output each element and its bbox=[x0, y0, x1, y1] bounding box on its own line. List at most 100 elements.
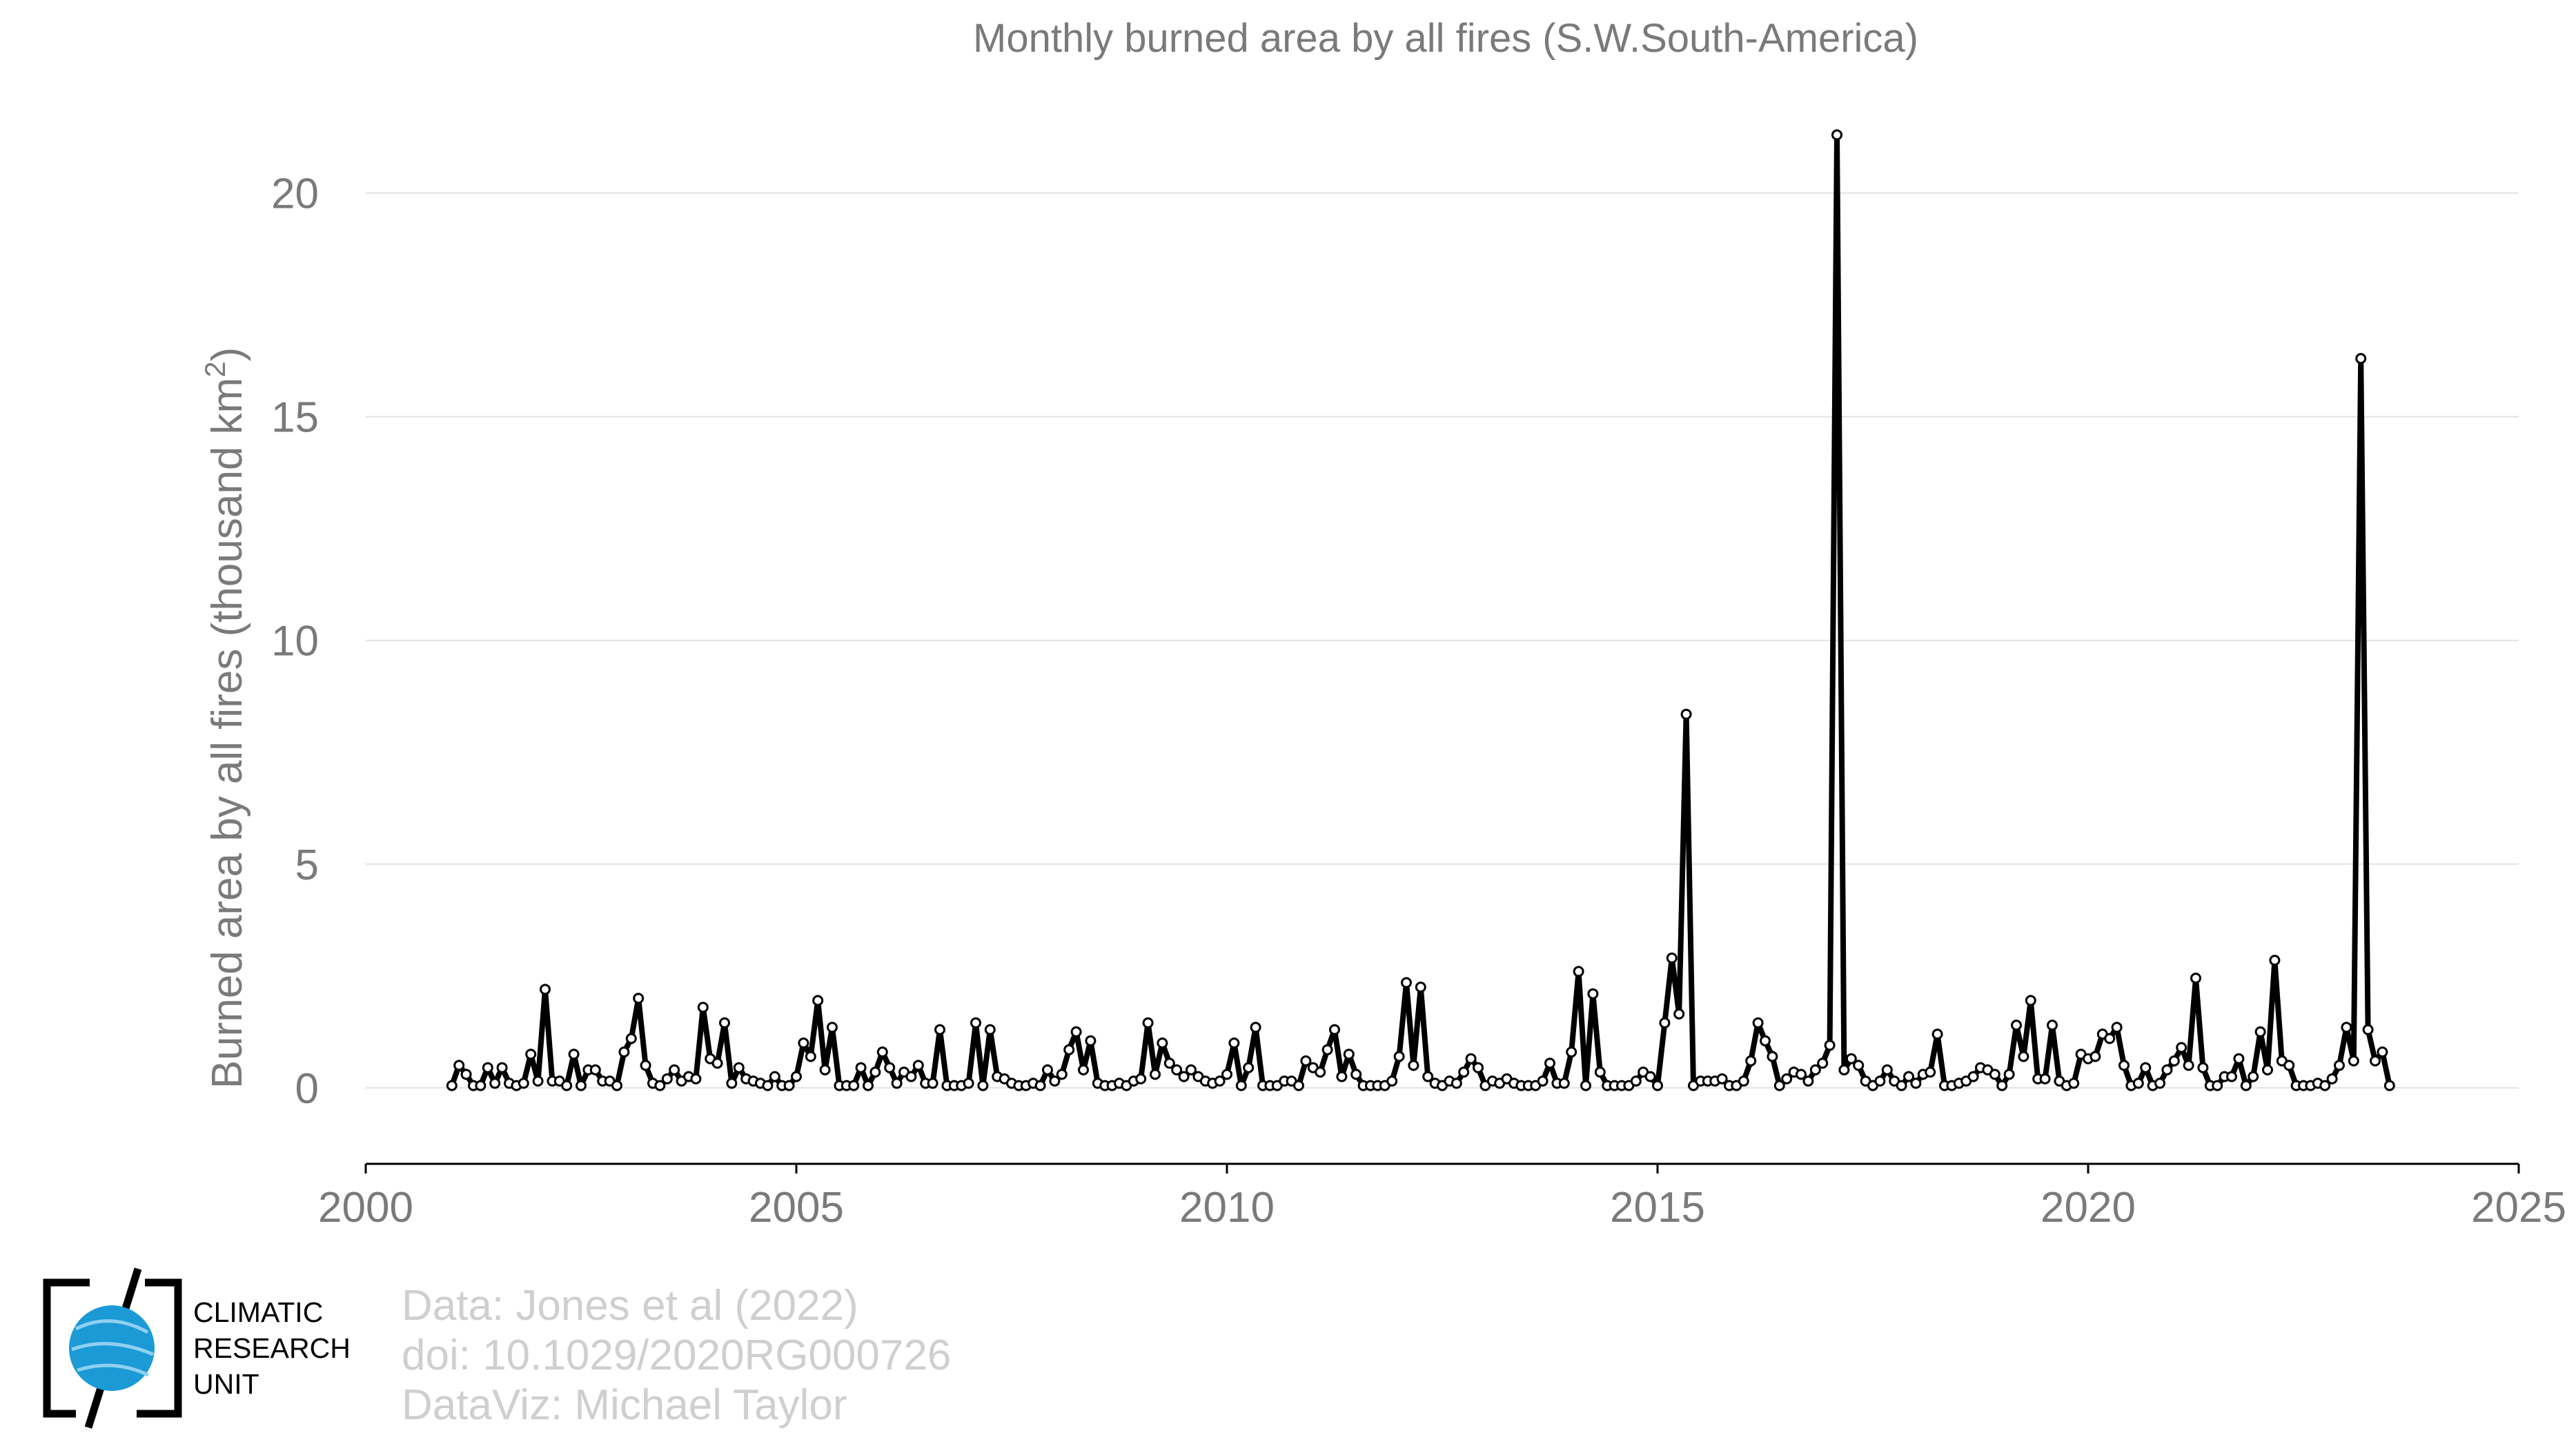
data-point bbox=[963, 1078, 974, 1089]
data-point bbox=[446, 1080, 458, 1091]
data-point bbox=[762, 1080, 774, 1091]
data-point bbox=[912, 1060, 924, 1071]
data-point bbox=[812, 995, 824, 1006]
data-point bbox=[2183, 1060, 2194, 1071]
series-line bbox=[449, 132, 2392, 1089]
data-point bbox=[1336, 1071, 1348, 1082]
data-point bbox=[2362, 1024, 2374, 1035]
data-point bbox=[2003, 1069, 2015, 1080]
x-tick-label: 2025 bbox=[2471, 1184, 2566, 1231]
data-point bbox=[1186, 1064, 1197, 1075]
data-point bbox=[1321, 1044, 1333, 1055]
logo-frame-left bbox=[43, 1278, 90, 1418]
logo-frame-right bbox=[137, 1278, 182, 1418]
data-point bbox=[1931, 1029, 1943, 1040]
data-point bbox=[1544, 1058, 1555, 1069]
data-point bbox=[863, 1080, 874, 1091]
data-point bbox=[1243, 1062, 1255, 1073]
data-point bbox=[568, 1049, 580, 1060]
y-axis-label-main: Burned area by all fires (thousand km bbox=[204, 378, 251, 1089]
gridlines bbox=[366, 192, 2519, 1089]
data-point bbox=[1666, 952, 1678, 964]
y-tick-label: 0 bbox=[295, 1065, 319, 1113]
data-point bbox=[2011, 1020, 2022, 1031]
data-point bbox=[453, 1060, 465, 1071]
data-point bbox=[1049, 1075, 1061, 1087]
credit-dataviz: DataViz: Michael Taylor bbox=[402, 1381, 847, 1429]
data-point bbox=[783, 1080, 795, 1091]
data-point bbox=[640, 1060, 651, 1071]
data-point bbox=[518, 1078, 529, 1089]
data-point bbox=[1817, 1058, 1829, 1069]
data-point bbox=[540, 984, 551, 995]
data-point bbox=[1465, 1053, 1477, 1064]
data-point bbox=[884, 1062, 896, 1073]
data-point bbox=[2240, 1080, 2252, 1091]
data-point bbox=[1214, 1075, 1226, 1087]
y-tick-label: 5 bbox=[295, 841, 319, 889]
data-point bbox=[1996, 1080, 2008, 1091]
data-point bbox=[726, 1078, 738, 1089]
data-point bbox=[934, 1024, 945, 1035]
data-point bbox=[905, 1071, 917, 1082]
data-point bbox=[625, 1033, 637, 1044]
data-point bbox=[661, 1073, 673, 1084]
data-point bbox=[1178, 1071, 1190, 1082]
data-point bbox=[1171, 1064, 1183, 1075]
chart-title: Monthly burned area by all fires (S.W.So… bbox=[973, 16, 1918, 61]
data-point bbox=[1773, 1080, 1785, 1091]
data-point bbox=[1393, 1051, 1405, 1062]
credit-data-source: Data: Jones et al (2022) bbox=[402, 1282, 858, 1330]
data-point bbox=[1802, 1075, 1814, 1087]
series-layer bbox=[446, 129, 2395, 1091]
data-point bbox=[1350, 1069, 1362, 1080]
data-point bbox=[1451, 1078, 1462, 1089]
data-point bbox=[618, 1046, 630, 1058]
x-tick-label: 2005 bbox=[749, 1184, 844, 1231]
credits: Data: Jones et al (2022) doi: 10.1029/20… bbox=[402, 1282, 951, 1429]
data-point bbox=[1910, 1078, 1922, 1089]
data-point bbox=[1422, 1071, 1434, 1082]
data-point bbox=[2348, 1055, 2359, 1067]
data-point bbox=[1967, 1071, 1979, 1082]
data-point bbox=[2154, 1078, 2165, 1089]
credit-doi: doi: 10.1029/2020RG000726 bbox=[402, 1332, 951, 1379]
data-point bbox=[1150, 1069, 1161, 1080]
data-point bbox=[819, 1064, 831, 1075]
data-point bbox=[1738, 1075, 1749, 1087]
data-point bbox=[1566, 1046, 1577, 1058]
x-tick-label: 2020 bbox=[2041, 1184, 2136, 1231]
data-point bbox=[1903, 1071, 1914, 1082]
data-point bbox=[475, 1080, 486, 1091]
data-point bbox=[1293, 1080, 1304, 1091]
data-point bbox=[1745, 1055, 1757, 1067]
data-point bbox=[2283, 1060, 2295, 1071]
data-point bbox=[1458, 1067, 1470, 1078]
data-point bbox=[2355, 353, 2367, 364]
data-point bbox=[1315, 1067, 1326, 1078]
data-point bbox=[733, 1062, 745, 1073]
data-point bbox=[1078, 1064, 1089, 1075]
data-point bbox=[482, 1062, 493, 1073]
data-point bbox=[690, 1073, 702, 1084]
data-point bbox=[2334, 1060, 2345, 1071]
y-tick-label: 15 bbox=[271, 394, 319, 442]
data-point bbox=[1386, 1075, 1398, 1087]
logo-text-line1: CLIMATIC bbox=[193, 1296, 323, 1328]
data-point bbox=[1838, 1064, 1850, 1075]
data-point bbox=[2226, 1071, 2237, 1082]
data-point bbox=[1644, 1071, 1656, 1082]
data-point bbox=[2118, 1060, 2130, 1071]
data-point bbox=[1680, 708, 1692, 720]
data-point bbox=[2377, 1046, 2388, 1058]
data-point bbox=[2190, 973, 2201, 984]
data-point bbox=[2176, 1042, 2187, 1053]
data-point bbox=[532, 1075, 544, 1087]
data-point bbox=[697, 1002, 709, 1013]
data-point bbox=[855, 1062, 867, 1073]
data-point bbox=[1408, 1060, 1419, 1071]
data-point bbox=[719, 1017, 730, 1029]
data-point bbox=[1659, 1017, 1671, 1029]
data-point bbox=[2111, 1022, 2123, 1033]
